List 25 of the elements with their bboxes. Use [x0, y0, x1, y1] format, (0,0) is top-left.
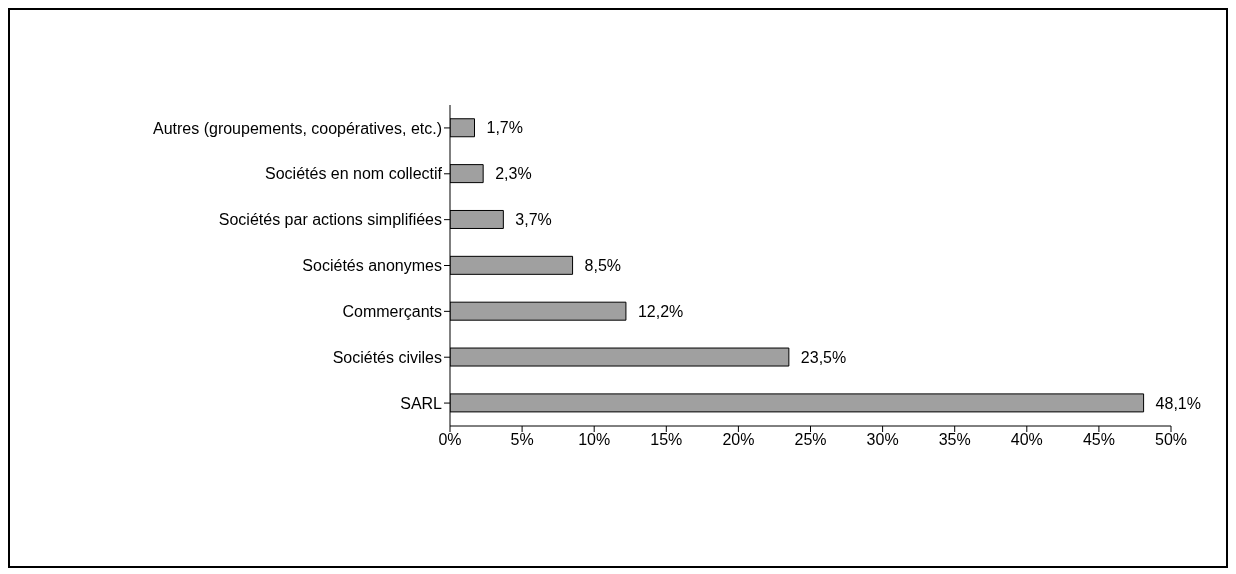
y-tick-label: Commerçants: [342, 303, 442, 321]
x-tick-label: 45%: [1082, 431, 1115, 449]
data-label: 1,7%: [486, 119, 523, 137]
data-label: 8,5%: [584, 257, 622, 275]
x-tick-label: 25%: [794, 431, 827, 449]
x-tick-label: 10%: [578, 431, 611, 449]
data-label: 12,2%: [637, 302, 684, 320]
data-label: 3,7%: [515, 211, 552, 229]
x-tick-label: 5%: [510, 431, 534, 449]
x-tick-label: 30%: [866, 431, 899, 449]
y-tick-label: Autres (groupements, coopératives, etc.): [152, 119, 442, 137]
x-tick-label: 0%: [438, 431, 462, 449]
data-label: 23,5%: [800, 348, 847, 366]
x-tick-label: 35%: [938, 431, 971, 449]
y-tick-label: Sociétés civiles: [332, 348, 442, 366]
data-label: 2,3%: [495, 165, 532, 183]
data-label: 48,1%: [1155, 394, 1201, 412]
x-tick-label: 20%: [722, 431, 755, 449]
y-tick-label: SARL: [400, 394, 443, 412]
y-tick-label: Sociétés anonymes: [302, 257, 442, 275]
y-tick-label: Sociétés en nom collectif: [265, 165, 443, 183]
y-tick-label: Sociétés par actions simplifiées: [218, 211, 442, 229]
x-tick-label: 40%: [1010, 431, 1043, 449]
x-tick-label: 50%: [1154, 431, 1188, 449]
x-tick-label: 15%: [650, 431, 683, 449]
